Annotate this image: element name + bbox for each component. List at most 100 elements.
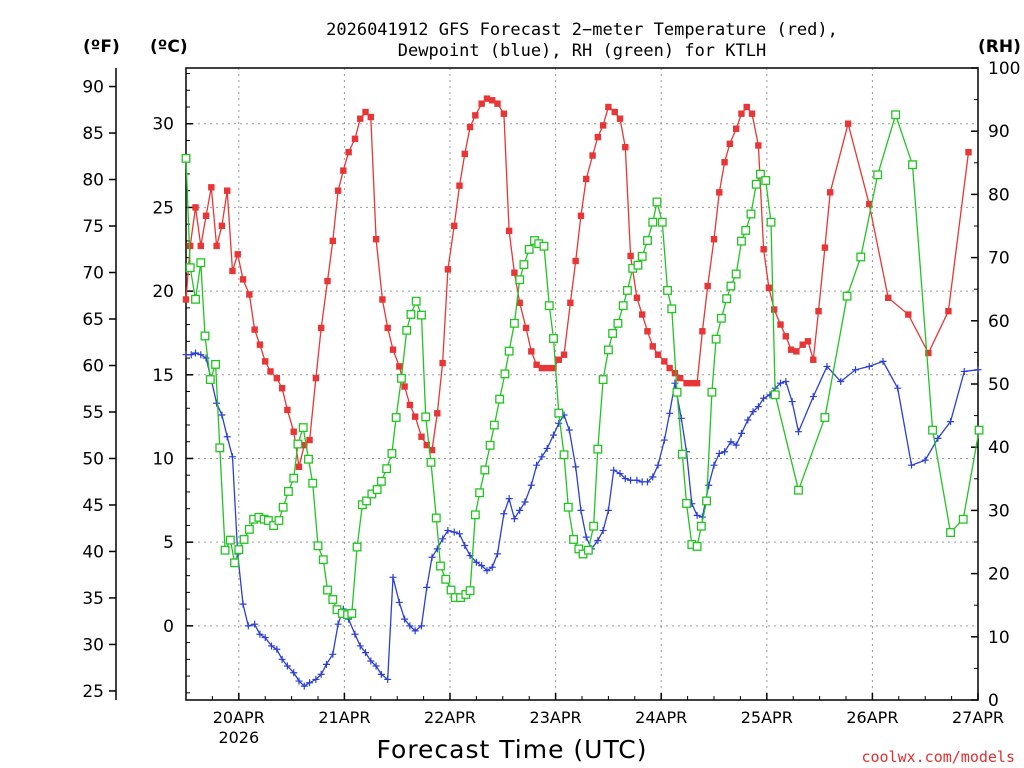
temperature-point	[567, 299, 574, 307]
temperature-point	[456, 182, 463, 189]
dewpoint-point	[744, 416, 752, 424]
temperature-point	[182, 296, 190, 303]
rh-point	[215, 443, 225, 453]
temperature-point	[671, 369, 679, 377]
rh-point	[196, 258, 206, 268]
temperature-point	[411, 413, 419, 420]
rh-point	[515, 275, 525, 285]
dewpoint-point	[384, 675, 392, 683]
temperature-point	[505, 227, 513, 235]
temperature-point	[396, 363, 403, 370]
temperature-point	[810, 356, 817, 363]
temperature-point	[627, 252, 634, 260]
rh-point	[524, 244, 534, 254]
dewpoint-point	[223, 433, 231, 441]
rh-point	[657, 217, 667, 227]
rh-tick-label: 50	[988, 375, 1010, 395]
rh-point	[667, 304, 677, 314]
rh-point	[741, 225, 751, 235]
fahrenheit-tick-label: 40	[82, 542, 104, 562]
temperature-point	[560, 351, 568, 358]
temperature-point	[239, 276, 247, 283]
rh-point	[716, 313, 726, 323]
temperature-point	[187, 242, 194, 250]
rh-point	[928, 425, 938, 435]
rh-point	[289, 473, 299, 483]
dewpoint-point	[516, 506, 524, 514]
rh-point	[539, 241, 549, 251]
rh-point	[842, 291, 852, 301]
temperature-point	[688, 379, 696, 387]
temperature-point	[197, 242, 204, 250]
temperature-point	[372, 236, 380, 243]
dewpoint-point	[197, 351, 205, 359]
rh-point	[504, 346, 514, 356]
temperature-point	[866, 200, 873, 208]
dewpoint-point	[244, 622, 252, 630]
rh-point	[372, 485, 382, 494]
temperature-point	[905, 311, 912, 318]
dewpoint-point	[521, 498, 529, 506]
dewpoint-point	[705, 481, 713, 489]
temperature-point	[234, 251, 241, 258]
dewpoint-point	[256, 630, 264, 638]
fahrenheit-unit-label: (ºF)	[83, 37, 120, 57]
temperature-point	[511, 269, 518, 276]
temperature-point	[478, 100, 485, 107]
rh-point	[211, 359, 221, 369]
fahrenheit-tick-label: 80	[82, 171, 104, 191]
dewpoint-point	[823, 362, 831, 370]
temperature-point	[362, 108, 369, 116]
rh-point	[313, 541, 323, 551]
temperature-point	[716, 189, 723, 196]
rh-point	[230, 558, 240, 568]
rh-point	[519, 260, 529, 270]
temperature-point	[699, 328, 706, 335]
temperature-point	[406, 401, 414, 409]
rh-point	[569, 535, 579, 544]
temperature-point	[760, 246, 767, 253]
fahrenheit-tick-label: 75	[82, 217, 104, 237]
dewpoint-point	[594, 536, 602, 544]
dewpoint-point	[710, 461, 718, 469]
temperature-point	[351, 135, 359, 142]
temperature-point	[389, 346, 397, 353]
rh-point	[891, 110, 901, 120]
dewpoint-point	[377, 670, 385, 678]
rh-point	[643, 236, 652, 245]
temperature-point	[461, 150, 468, 158]
dewpoint-point	[456, 530, 464, 538]
dewpoint-point	[777, 379, 785, 387]
rh-point	[396, 373, 406, 383]
rh-point	[958, 514, 968, 524]
temperature-point	[545, 364, 552, 372]
dewpoint-point	[538, 453, 546, 461]
rh-point	[794, 485, 803, 495]
temperature-point	[799, 341, 806, 348]
rh-point	[421, 412, 431, 422]
rh-point	[244, 524, 254, 534]
dewpoint-point	[721, 448, 729, 456]
rh-point	[263, 516, 273, 525]
dewpoint-point	[433, 545, 441, 553]
temperature-point	[755, 142, 762, 149]
dewpoint-line	[186, 352, 979, 687]
temperature-line	[185, 97, 970, 467]
dewpoint-point	[643, 478, 651, 486]
rh-point	[746, 209, 756, 219]
rh-point	[820, 413, 830, 422]
fahrenheit-tick-label: 70	[82, 264, 104, 284]
temperature-point	[418, 433, 425, 440]
rh-point	[382, 464, 392, 474]
rh-point	[722, 294, 732, 304]
rh-point	[278, 502, 288, 512]
dewpoint-point	[852, 366, 860, 374]
celsius-tick-label: 25	[152, 198, 174, 218]
fahrenheit-tick-label: 60	[82, 356, 104, 376]
dewpoint-point	[865, 362, 873, 370]
rh-point	[756, 169, 765, 179]
temperature-point	[661, 358, 668, 365]
dewpoint-point	[295, 677, 303, 685]
rh-point	[362, 496, 372, 506]
temperature-point	[611, 108, 618, 116]
